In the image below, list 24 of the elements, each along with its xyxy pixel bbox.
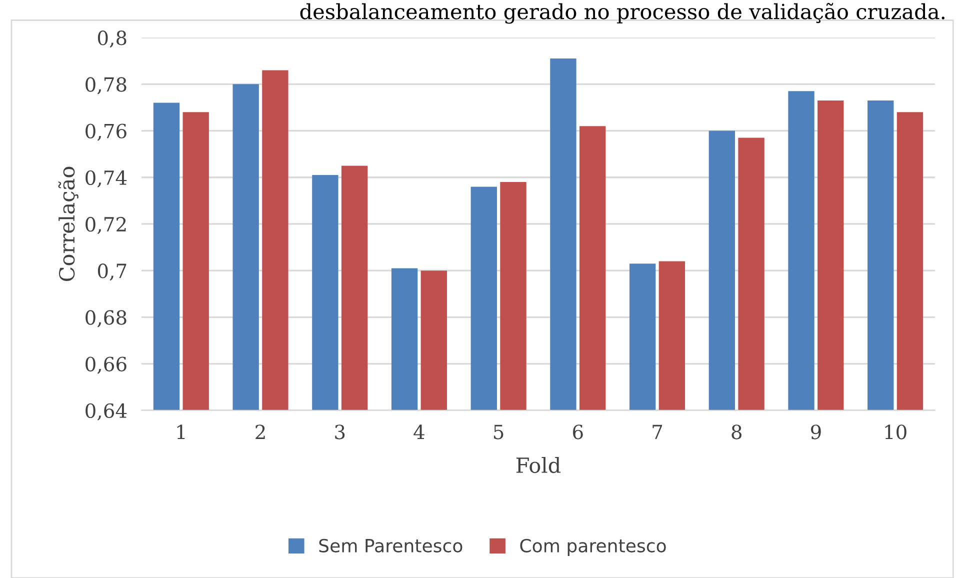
x-axis-title: Fold — [516, 456, 561, 474]
y-tick-label: 0,7 — [98, 264, 126, 281]
x-tick-label: 9 — [810, 424, 821, 440]
legend-label: Sem Parentesco — [319, 538, 462, 552]
y-tick-label: 0,78 — [86, 77, 126, 94]
y-axis-title: Correlação — [58, 166, 78, 282]
y-tick-label: 0,72 — [86, 216, 126, 234]
x-tick-label: 6 — [573, 424, 583, 440]
x-tick-label: 5 — [494, 424, 504, 440]
x-tick-label: 2 — [256, 424, 265, 440]
text: desbalanceamento gerado no processo de validação cruzada. — [300, 2, 944, 24]
x-tick-label: 10 — [885, 424, 906, 440]
y-tick-label: 0,76 — [86, 124, 126, 141]
y-tick-label: 0,8 — [98, 30, 126, 48]
x-tick-label: 8 — [732, 424, 742, 440]
x-tick-label: 7 — [652, 424, 662, 440]
y-tick-label: 0,74 — [86, 170, 127, 188]
x-tick-label: 1 — [177, 424, 185, 440]
y-tick-label: 0,68 — [86, 310, 126, 328]
y-tick-label: 0,66 — [86, 356, 126, 374]
y-tick-label: 0,64 — [86, 403, 127, 420]
x-tick-label: 4 — [414, 424, 424, 440]
legend-label: Com parentesco — [520, 538, 666, 556]
x-tick-label: 3 — [335, 424, 345, 440]
